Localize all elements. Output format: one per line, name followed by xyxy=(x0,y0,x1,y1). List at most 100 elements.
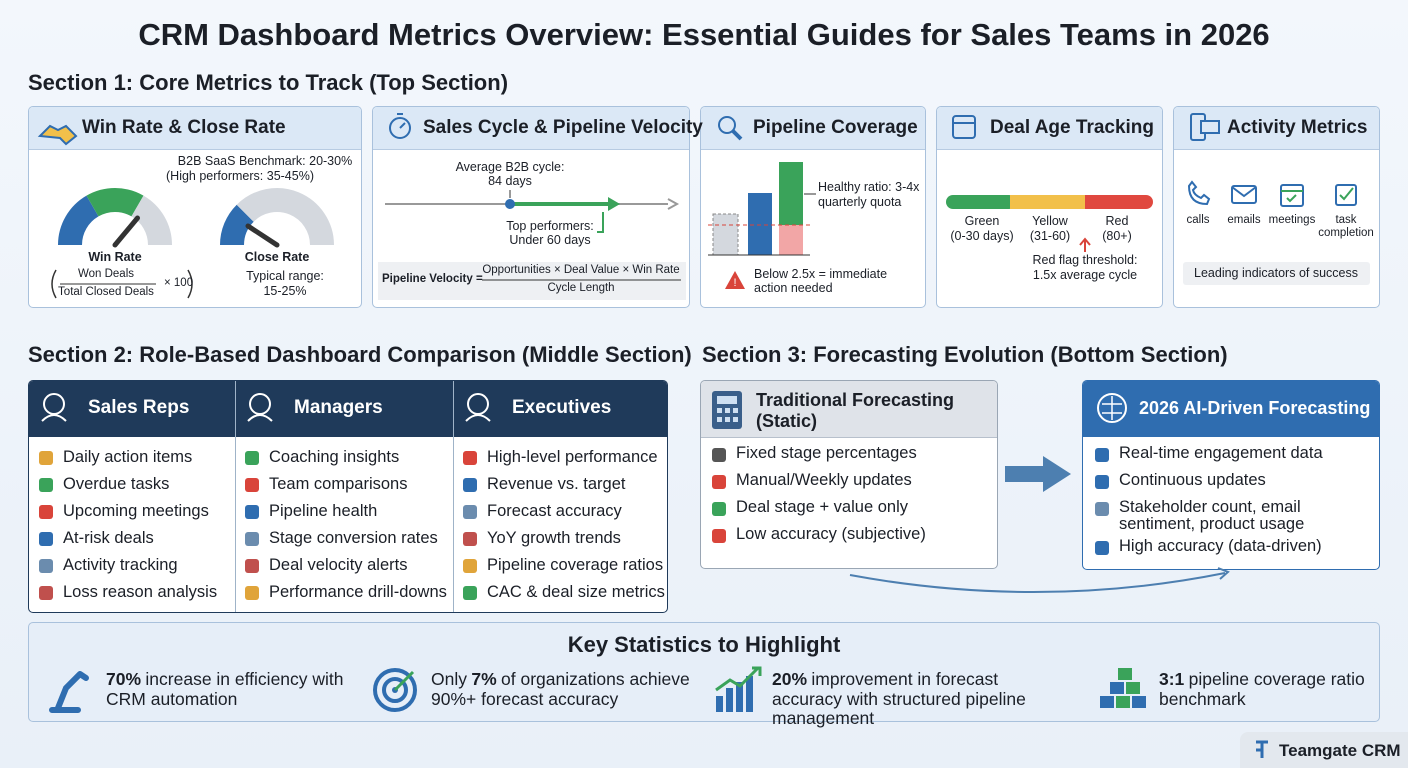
list-item: Deal stage + value only xyxy=(736,498,908,516)
icon xyxy=(245,559,259,573)
list-item: High-level performance xyxy=(487,448,658,466)
average: 84 days xyxy=(488,174,532,188)
statistic: 70% increase in efficiency with CRM autom… xyxy=(106,669,356,709)
formula-label: Pipeline Velocity = xyxy=(382,273,483,285)
channel: calls xyxy=(1186,214,1210,226)
card xyxy=(700,106,926,308)
list-item: Stakeholder count, email sentiment, prod… xyxy=(1119,498,1305,533)
icon xyxy=(39,451,53,465)
list-item: Performance drill-downs xyxy=(269,583,447,601)
icon xyxy=(1095,475,1109,489)
icon xyxy=(712,502,726,516)
list-item: Forecast accuracy xyxy=(487,502,622,520)
stat-prefix: Only xyxy=(431,669,467,689)
icon xyxy=(463,532,477,546)
top: Under 60 days xyxy=(509,233,591,247)
icon xyxy=(245,532,259,546)
stat-highlight: 7% xyxy=(471,669,497,689)
list-item: Overdue tasks xyxy=(63,475,170,493)
icon xyxy=(249,393,271,415)
list-item: At-risk deals xyxy=(63,529,154,547)
stage-name: Red xyxy=(1105,214,1129,228)
statistic: 3:1 pipeline coverage ratio benchmark xyxy=(1159,669,1369,709)
icon xyxy=(39,586,53,600)
list-item: Coaching insights xyxy=(269,448,400,466)
list-item: Team comparisons xyxy=(269,475,408,493)
list-item: Pipeline health xyxy=(269,502,378,520)
benchmark-note: (High performers: 35-45%) xyxy=(166,169,314,183)
list-item: Activity tracking xyxy=(63,556,178,574)
icon xyxy=(463,586,477,600)
column-title: Sales Reps xyxy=(88,397,190,418)
stage-name: Yellow xyxy=(1032,214,1068,228)
stage-range: (0-30 days) xyxy=(950,229,1014,243)
stat-highlight: 70% xyxy=(106,669,142,689)
formula-denominator: Cycle Length xyxy=(547,282,615,294)
icon xyxy=(1095,541,1109,555)
icon xyxy=(463,478,477,492)
list-item: Upcoming meetings xyxy=(63,502,209,520)
stat-text: pipeline coverage ratio benchmark xyxy=(1159,669,1365,709)
stage-range: (31-60) xyxy=(1029,229,1071,243)
forecast-box xyxy=(1082,380,1380,570)
icon xyxy=(41,414,67,422)
icon xyxy=(43,393,65,415)
page-title: CRM Dashboard Metrics Overview: Essentia… xyxy=(138,17,1270,52)
list-item: Stage conversion rates xyxy=(269,529,438,547)
icon xyxy=(463,559,477,573)
stat-text: improvement in forecast accuracy with st… xyxy=(772,669,1026,729)
list-item: Revenue vs. target xyxy=(487,475,626,493)
section-heading: Section 1: Core Metrics to Track (Top Se… xyxy=(28,70,509,95)
list-item: Loss reason analysis xyxy=(63,583,218,601)
list-item: Continuous updates xyxy=(1119,471,1266,489)
card-title: Activity Metrics xyxy=(1227,117,1368,138)
card-title: Win Rate & Close Rate xyxy=(82,117,286,138)
icon xyxy=(712,448,726,462)
stat-text: increase in efficiency with CRM automati… xyxy=(106,669,344,709)
icon xyxy=(467,393,489,415)
list-item: Deal velocity alerts xyxy=(269,556,408,574)
stage-name: Green xyxy=(964,214,1000,228)
column-title: Executives xyxy=(512,397,612,418)
channel: emails xyxy=(1227,214,1261,226)
list-item: Low accuracy (subjective) xyxy=(736,525,926,543)
card-title: Pipeline Coverage xyxy=(753,117,918,138)
benchmark: B2B SaaS Benchmark: 20-30% xyxy=(177,154,353,168)
stat-highlight: 20% xyxy=(772,669,808,689)
icon xyxy=(712,475,726,489)
statistic: 20% improvement in forecast accuracy with… xyxy=(772,669,1072,729)
role-table xyxy=(28,380,668,613)
brand: Teamgate CRM xyxy=(1279,741,1401,760)
average-label: Average B2B cycle: xyxy=(455,160,565,174)
healthy-ratio: Healthy ratio: 3-4x xyxy=(818,180,920,194)
card-title: Deal Age Tracking xyxy=(990,117,1155,138)
formula-denominator: Total Closed Deals xyxy=(58,286,154,298)
icon xyxy=(39,559,53,573)
list-item: Real-time engagement data xyxy=(1119,444,1323,462)
icon xyxy=(245,451,259,465)
list-item: Manual/Weekly updates xyxy=(736,471,912,489)
icon xyxy=(712,529,726,543)
icon xyxy=(39,505,53,519)
icon xyxy=(245,586,259,600)
stage-range: (80+) xyxy=(1102,229,1132,243)
icon xyxy=(463,505,477,519)
brand-badge xyxy=(1240,732,1408,768)
list-item: YoY growth trends xyxy=(487,529,621,547)
statistic: Only 7% of organizations achieve 90%+ fore… xyxy=(431,669,693,709)
section-heading: Section 2: Role-Based Dashboard Comparis… xyxy=(28,342,692,367)
channel: meetings xyxy=(1268,214,1316,226)
list-item: High accuracy (data-driven) xyxy=(1119,537,1322,555)
stat-text: of organizations achieve 90%+ forecast a… xyxy=(431,669,690,709)
range: 15-25% xyxy=(263,284,307,298)
footer-note: Leading indicators of success xyxy=(1194,266,1358,280)
icon xyxy=(245,478,259,492)
icon xyxy=(1095,502,1109,516)
formula-numerator: Won Deals xyxy=(77,268,135,280)
threshold: 1.5x average cycle xyxy=(1032,268,1138,282)
gauge-label: Win Rate xyxy=(88,250,142,264)
range-label: Typical range: xyxy=(246,269,324,283)
icon xyxy=(39,532,53,546)
formula-multiplier: × 100 xyxy=(164,277,194,289)
stat-highlight: 3:1 xyxy=(1159,669,1185,689)
